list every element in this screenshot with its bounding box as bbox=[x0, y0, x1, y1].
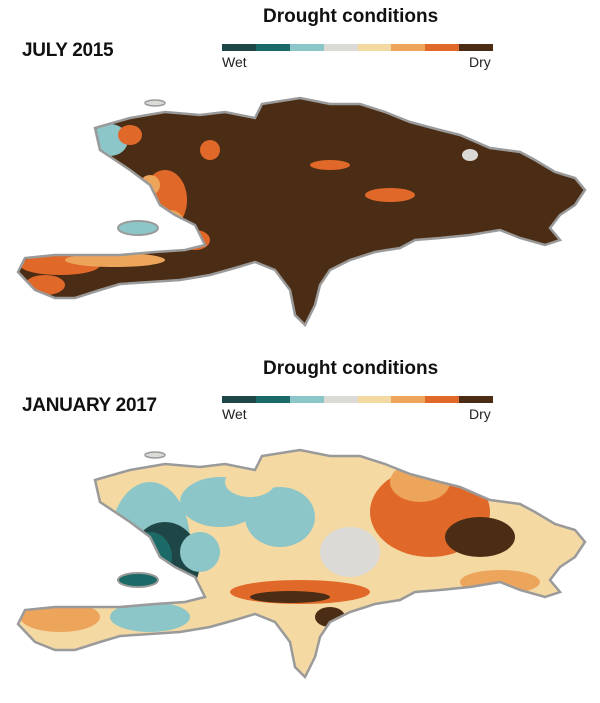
legend-swatch-4 bbox=[357, 44, 392, 51]
legend-swatch-7 bbox=[459, 396, 493, 403]
drought-region bbox=[462, 149, 478, 161]
panel-title-2017: JANUARY 2017 bbox=[22, 395, 157, 416]
legend-swatch-0 bbox=[222, 396, 256, 403]
drought-region bbox=[445, 517, 515, 557]
legend-swatch-6 bbox=[425, 44, 460, 51]
drought-region bbox=[250, 591, 330, 603]
drought-region bbox=[110, 602, 190, 632]
drought-region bbox=[200, 140, 220, 160]
drought-region bbox=[520, 537, 560, 567]
legend-wet-label-2017: Wet bbox=[222, 406, 247, 422]
legend-swatch-5 bbox=[391, 396, 426, 403]
legend-swatch-1 bbox=[255, 396, 290, 403]
drought-region bbox=[180, 532, 220, 572]
gonave-island bbox=[117, 572, 159, 588]
legend-swatch-2 bbox=[289, 44, 324, 51]
legend-swatch-1 bbox=[255, 44, 290, 51]
legend-swatch-3 bbox=[323, 396, 358, 403]
gonave-island bbox=[117, 220, 159, 236]
panel-title-2015: JULY 2015 bbox=[22, 40, 114, 61]
legend-wet-label-2015: Wet bbox=[222, 54, 247, 70]
drought-region bbox=[155, 210, 185, 240]
legend-dry-label-2017: Dry bbox=[469, 406, 491, 422]
drought-region bbox=[365, 188, 415, 202]
drought-region bbox=[65, 253, 165, 267]
drought-region bbox=[310, 160, 350, 170]
island-outline bbox=[16, 96, 587, 328]
island-fill bbox=[18, 450, 585, 677]
legend-title-2015: Drought conditions bbox=[263, 6, 439, 27]
legend-swatch-3 bbox=[323, 44, 358, 51]
drought-region bbox=[245, 487, 315, 547]
legend-swatch-2 bbox=[289, 396, 324, 403]
legend-swatch-4 bbox=[357, 396, 392, 403]
drought-region bbox=[118, 125, 142, 145]
legend-swatch-6 bbox=[425, 396, 460, 403]
map-january-2017 bbox=[16, 448, 587, 680]
map-july-2015 bbox=[16, 96, 587, 328]
legend-swatch-0 bbox=[222, 44, 256, 51]
tortuga-island bbox=[144, 99, 166, 107]
legend-color-bar-2017 bbox=[222, 396, 493, 403]
drought-region bbox=[320, 527, 380, 577]
drought-region bbox=[225, 467, 275, 497]
tortuga-island bbox=[144, 451, 166, 459]
legend-swatch-5 bbox=[391, 44, 426, 51]
legend-swatch-7 bbox=[459, 44, 493, 51]
legend-title-2017: Drought conditions bbox=[263, 358, 439, 379]
island-outline bbox=[16, 448, 587, 680]
legend-dry-label-2015: Dry bbox=[469, 54, 491, 70]
island-fill bbox=[18, 98, 585, 325]
legend-color-bar-2015 bbox=[222, 44, 493, 51]
